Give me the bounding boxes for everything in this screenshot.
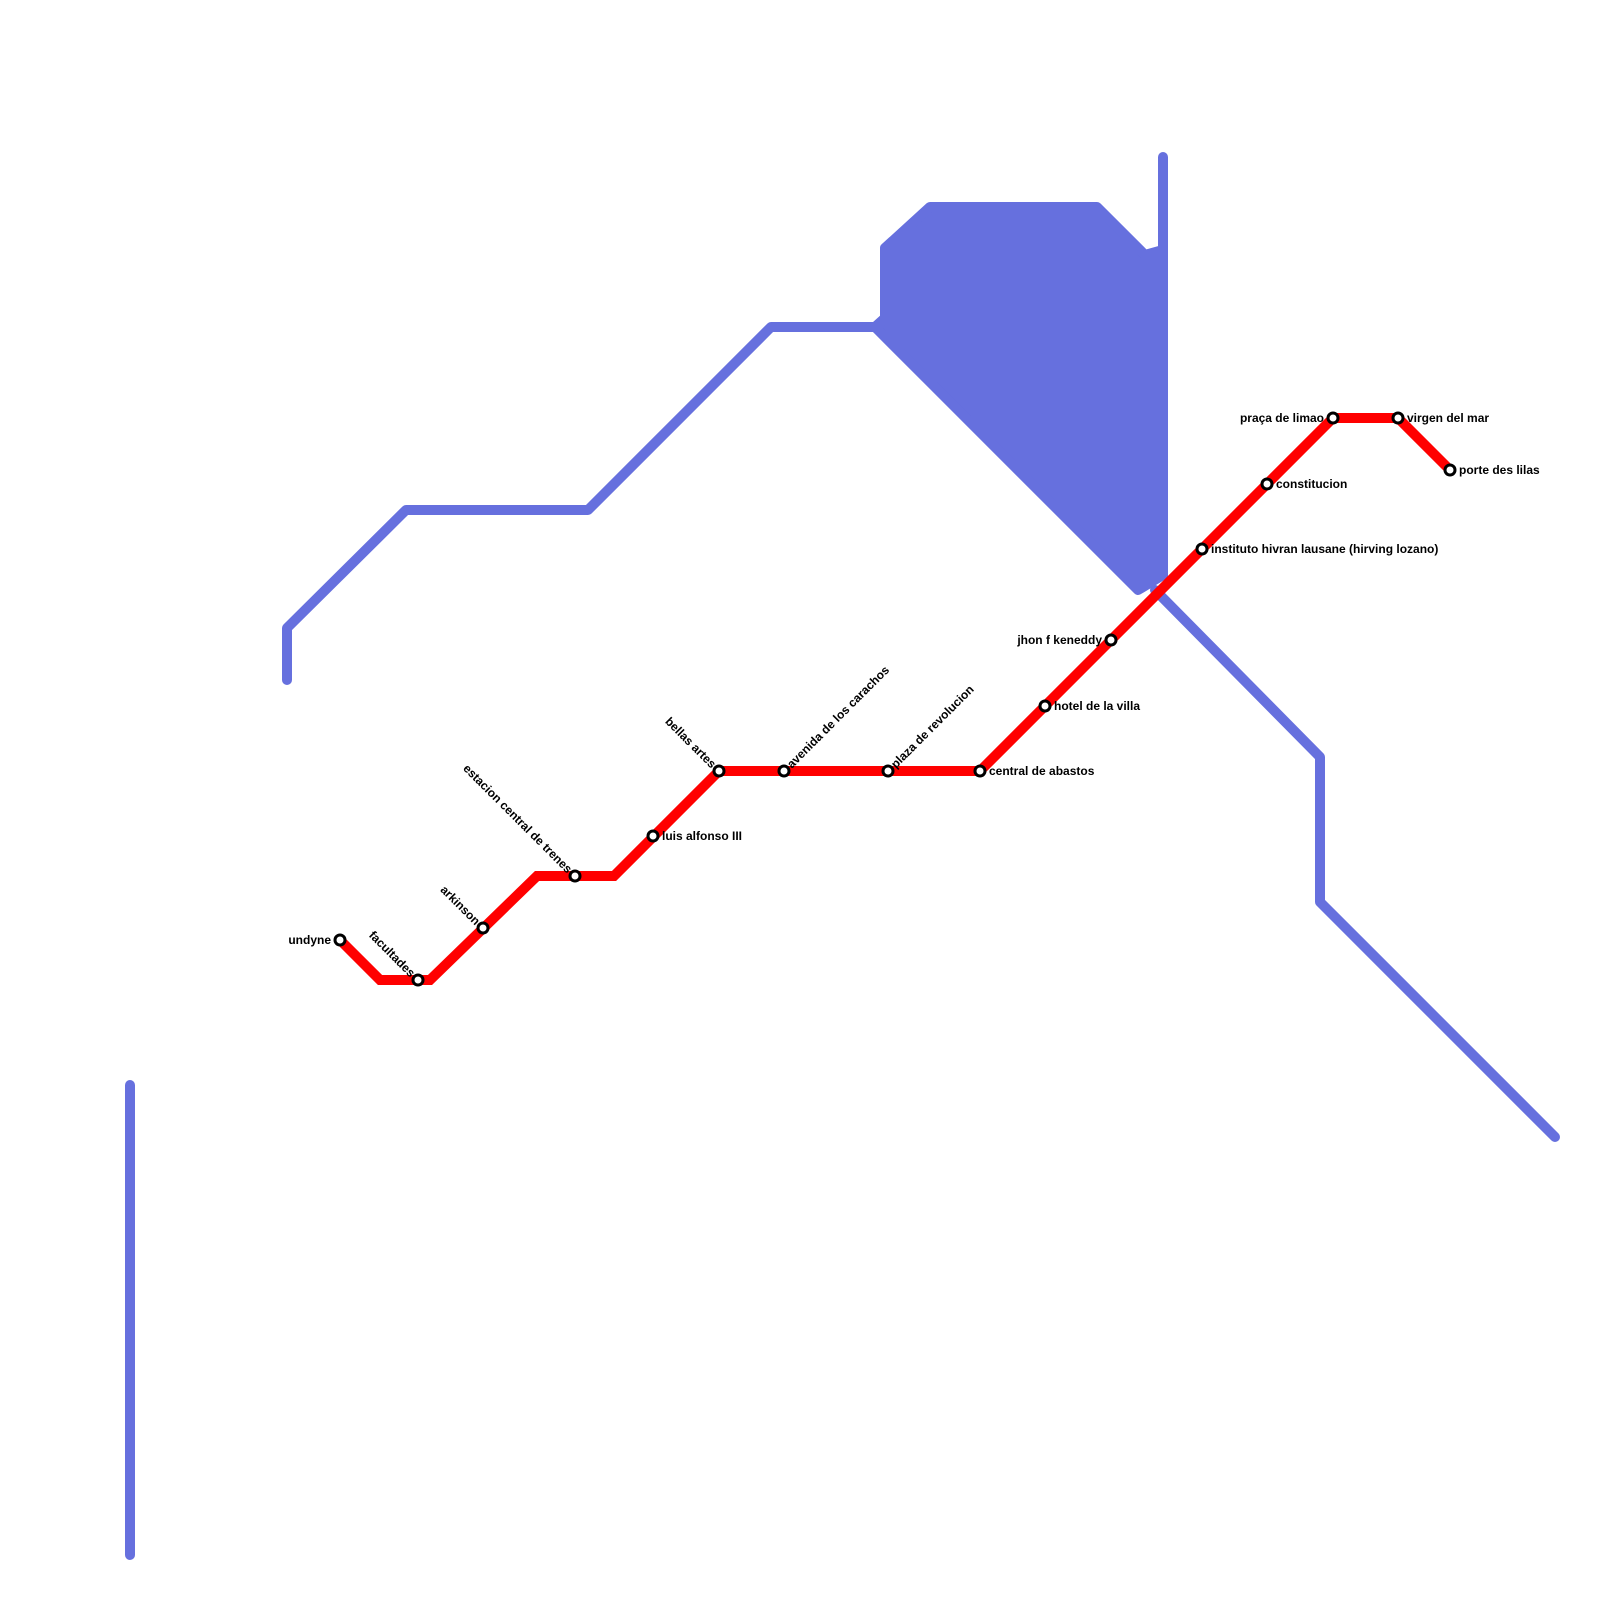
station[interactable]: plaza de revolucion xyxy=(881,682,977,778)
station-label: undyne xyxy=(288,933,331,947)
station-marker[interactable] xyxy=(1391,411,1405,425)
station[interactable]: bellas artes xyxy=(662,714,726,778)
station[interactable]: avenida de los carachos xyxy=(777,663,892,778)
station-label: arkinson xyxy=(438,883,483,928)
station-label: porte des lilas xyxy=(1459,463,1540,477)
station-label: praça de limao xyxy=(1240,411,1324,425)
blue-line-overlap-area xyxy=(870,202,1168,595)
station[interactable]: virgen del mar xyxy=(1391,411,1489,425)
station-marker[interactable] xyxy=(881,764,895,778)
station[interactable]: hotel de la villa xyxy=(1038,699,1140,713)
station-label: jhon f keneddy xyxy=(1016,633,1102,647)
station[interactable]: undyne xyxy=(288,933,347,947)
station[interactable]: praça de limao xyxy=(1240,411,1340,425)
station-marker[interactable] xyxy=(1326,411,1340,425)
station-label: luis alfonso III xyxy=(662,829,742,843)
station-label: estacion central de trenes xyxy=(460,761,575,876)
station-marker[interactable] xyxy=(333,933,347,947)
station[interactable]: instituto hivran lausane (hirving lozano… xyxy=(1195,542,1438,556)
station-marker[interactable] xyxy=(476,921,490,935)
station-marker[interactable] xyxy=(973,764,987,778)
station-label: avenida de los carachos xyxy=(784,663,892,771)
station[interactable]: constitucion xyxy=(1260,477,1347,491)
blue-line-segment-main xyxy=(282,322,880,685)
station-marker[interactable] xyxy=(646,829,660,843)
red-line xyxy=(336,413,1454,985)
station-marker[interactable] xyxy=(1195,542,1209,556)
station-marker[interactable] xyxy=(1104,633,1118,647)
station-label: virgen del mar xyxy=(1407,411,1489,425)
station-label: hotel de la villa xyxy=(1054,699,1140,713)
station-label: constitucion xyxy=(1276,477,1347,491)
station-marker[interactable] xyxy=(1038,699,1052,713)
station[interactable]: porte des lilas xyxy=(1443,463,1540,477)
station-label: instituto hivran lausane (hirving lozano… xyxy=(1211,542,1438,556)
blue-line xyxy=(125,152,1560,1560)
station[interactable]: estacion central de trenes xyxy=(460,761,582,883)
station[interactable]: arkinson xyxy=(438,883,490,935)
station-label: bellas artes xyxy=(662,714,719,771)
station-marker[interactable] xyxy=(568,869,582,883)
station[interactable]: luis alfonso III xyxy=(646,829,742,843)
station-marker[interactable] xyxy=(1443,463,1457,477)
station-label: central de abastos xyxy=(989,764,1095,778)
blue-line-segment-east xyxy=(1150,585,1560,1142)
station[interactable]: jhon f keneddy xyxy=(1016,633,1118,647)
station-marker[interactable] xyxy=(411,973,425,987)
station-marker[interactable] xyxy=(1260,477,1274,491)
station-marker[interactable] xyxy=(712,764,726,778)
station-label: plaza de revolucion xyxy=(888,682,977,771)
station[interactable]: central de abastos xyxy=(973,764,1095,778)
station-marker[interactable] xyxy=(777,764,791,778)
